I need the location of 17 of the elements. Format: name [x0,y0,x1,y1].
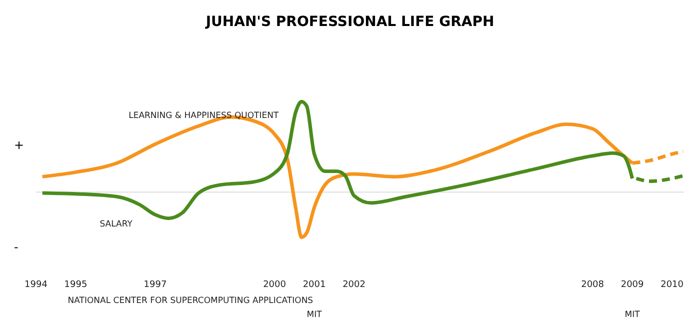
text: MIT [624,310,641,320]
text: MIT [306,310,323,320]
series-label: SALARY [100,220,134,230]
x-tick-label: 1997 [144,280,167,290]
chart-title: JUHAN'S PROFESSIONAL LIFE GRAPH [204,13,496,32]
x-tick-label: 2009 [620,280,644,290]
x-tick-label: 1994 [24,280,48,290]
x-tick-label: 2002 [342,280,366,290]
sign-label: + [14,138,24,152]
x-tick-label: 1995 [64,280,88,290]
x-tick-label: 2008 [581,280,604,290]
sign-label: - [14,240,18,254]
x-tick-label: 2001 [302,280,326,290]
series-label: LEARNING & HAPPINESS QUOTIENT [128,111,280,122]
text: NATIONAL CENTER FOR SUPERCOMPUTING APPLICATIONS [68,296,314,306]
x-tick-label: 2010 [660,280,684,290]
x-tick-label: 2000 [263,280,286,290]
